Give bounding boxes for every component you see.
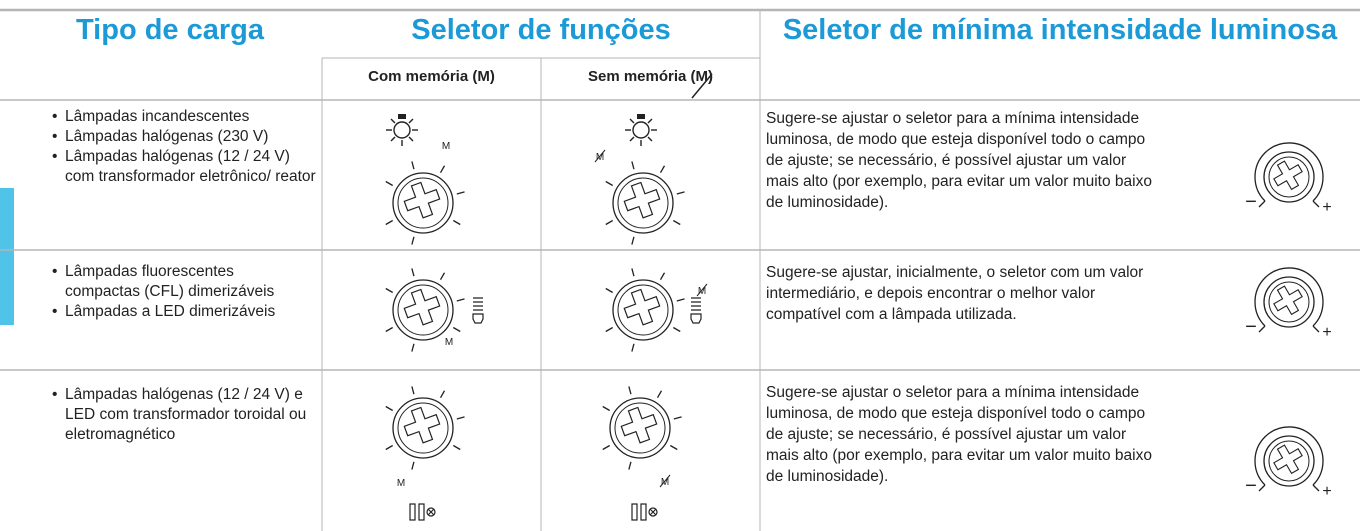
memory-mark: M — [397, 478, 405, 489]
minus-sign: − — [1245, 475, 1257, 497]
memory-mark: M — [596, 152, 604, 163]
memory-mark: M — [442, 141, 450, 152]
load-list: Lâmpadas incandescentes Lâmpadas halógen… — [52, 107, 322, 187]
table-rules — [0, 8, 1360, 531]
list-item: Lâmpadas fluorescentes compactas (CFL) d… — [52, 262, 292, 302]
memory-mark: M — [661, 477, 669, 488]
subheader: Sem memória (M) — [587, 68, 714, 85]
plus-sign: + — [1322, 199, 1331, 216]
side-tab — [0, 188, 14, 325]
load-list: Lâmpadas fluorescentes compactas (CFL) d… — [52, 262, 292, 322]
list-item: Lâmpadas halógenas (12 / 24 V) com trans… — [52, 147, 322, 187]
memory-mark: M — [698, 286, 706, 297]
list-item: Lâmpadas a LED dimerizáveis — [52, 302, 292, 322]
note: Sugere-se ajustar o seletor para a mínim… — [766, 110, 1152, 211]
memory-mark: M — [445, 337, 453, 348]
plus-sign: + — [1322, 324, 1331, 341]
load-list: Lâmpadas halógenas (12 / 24 V) e LED com… — [52, 385, 314, 445]
note: Sugere-se ajustar, inicialmente, o selet… — [766, 264, 1144, 323]
list-item: Lâmpadas halógenas (12 / 24 V) e LED com… — [52, 385, 314, 445]
header: Tipo de carga — [75, 14, 265, 46]
plus-sign: + — [1322, 483, 1331, 500]
header: Seletor de mínima intensidade luminosa — [782, 14, 1338, 46]
strikes — [594, 149, 708, 488]
header: Seletor de funções — [411, 14, 671, 46]
strike — [691, 73, 713, 99]
list-item: Lâmpadas incandescentes — [52, 107, 322, 127]
list-item: Lâmpadas halógenas (230 V) — [52, 127, 322, 147]
minus-sign: − — [1245, 191, 1257, 213]
note: Sugere-se ajustar o seletor para a mínim… — [766, 384, 1152, 485]
minus-sign: − — [1245, 316, 1257, 338]
icons — [385, 113, 1324, 521]
subheader: Com memória (M) — [368, 68, 495, 85]
